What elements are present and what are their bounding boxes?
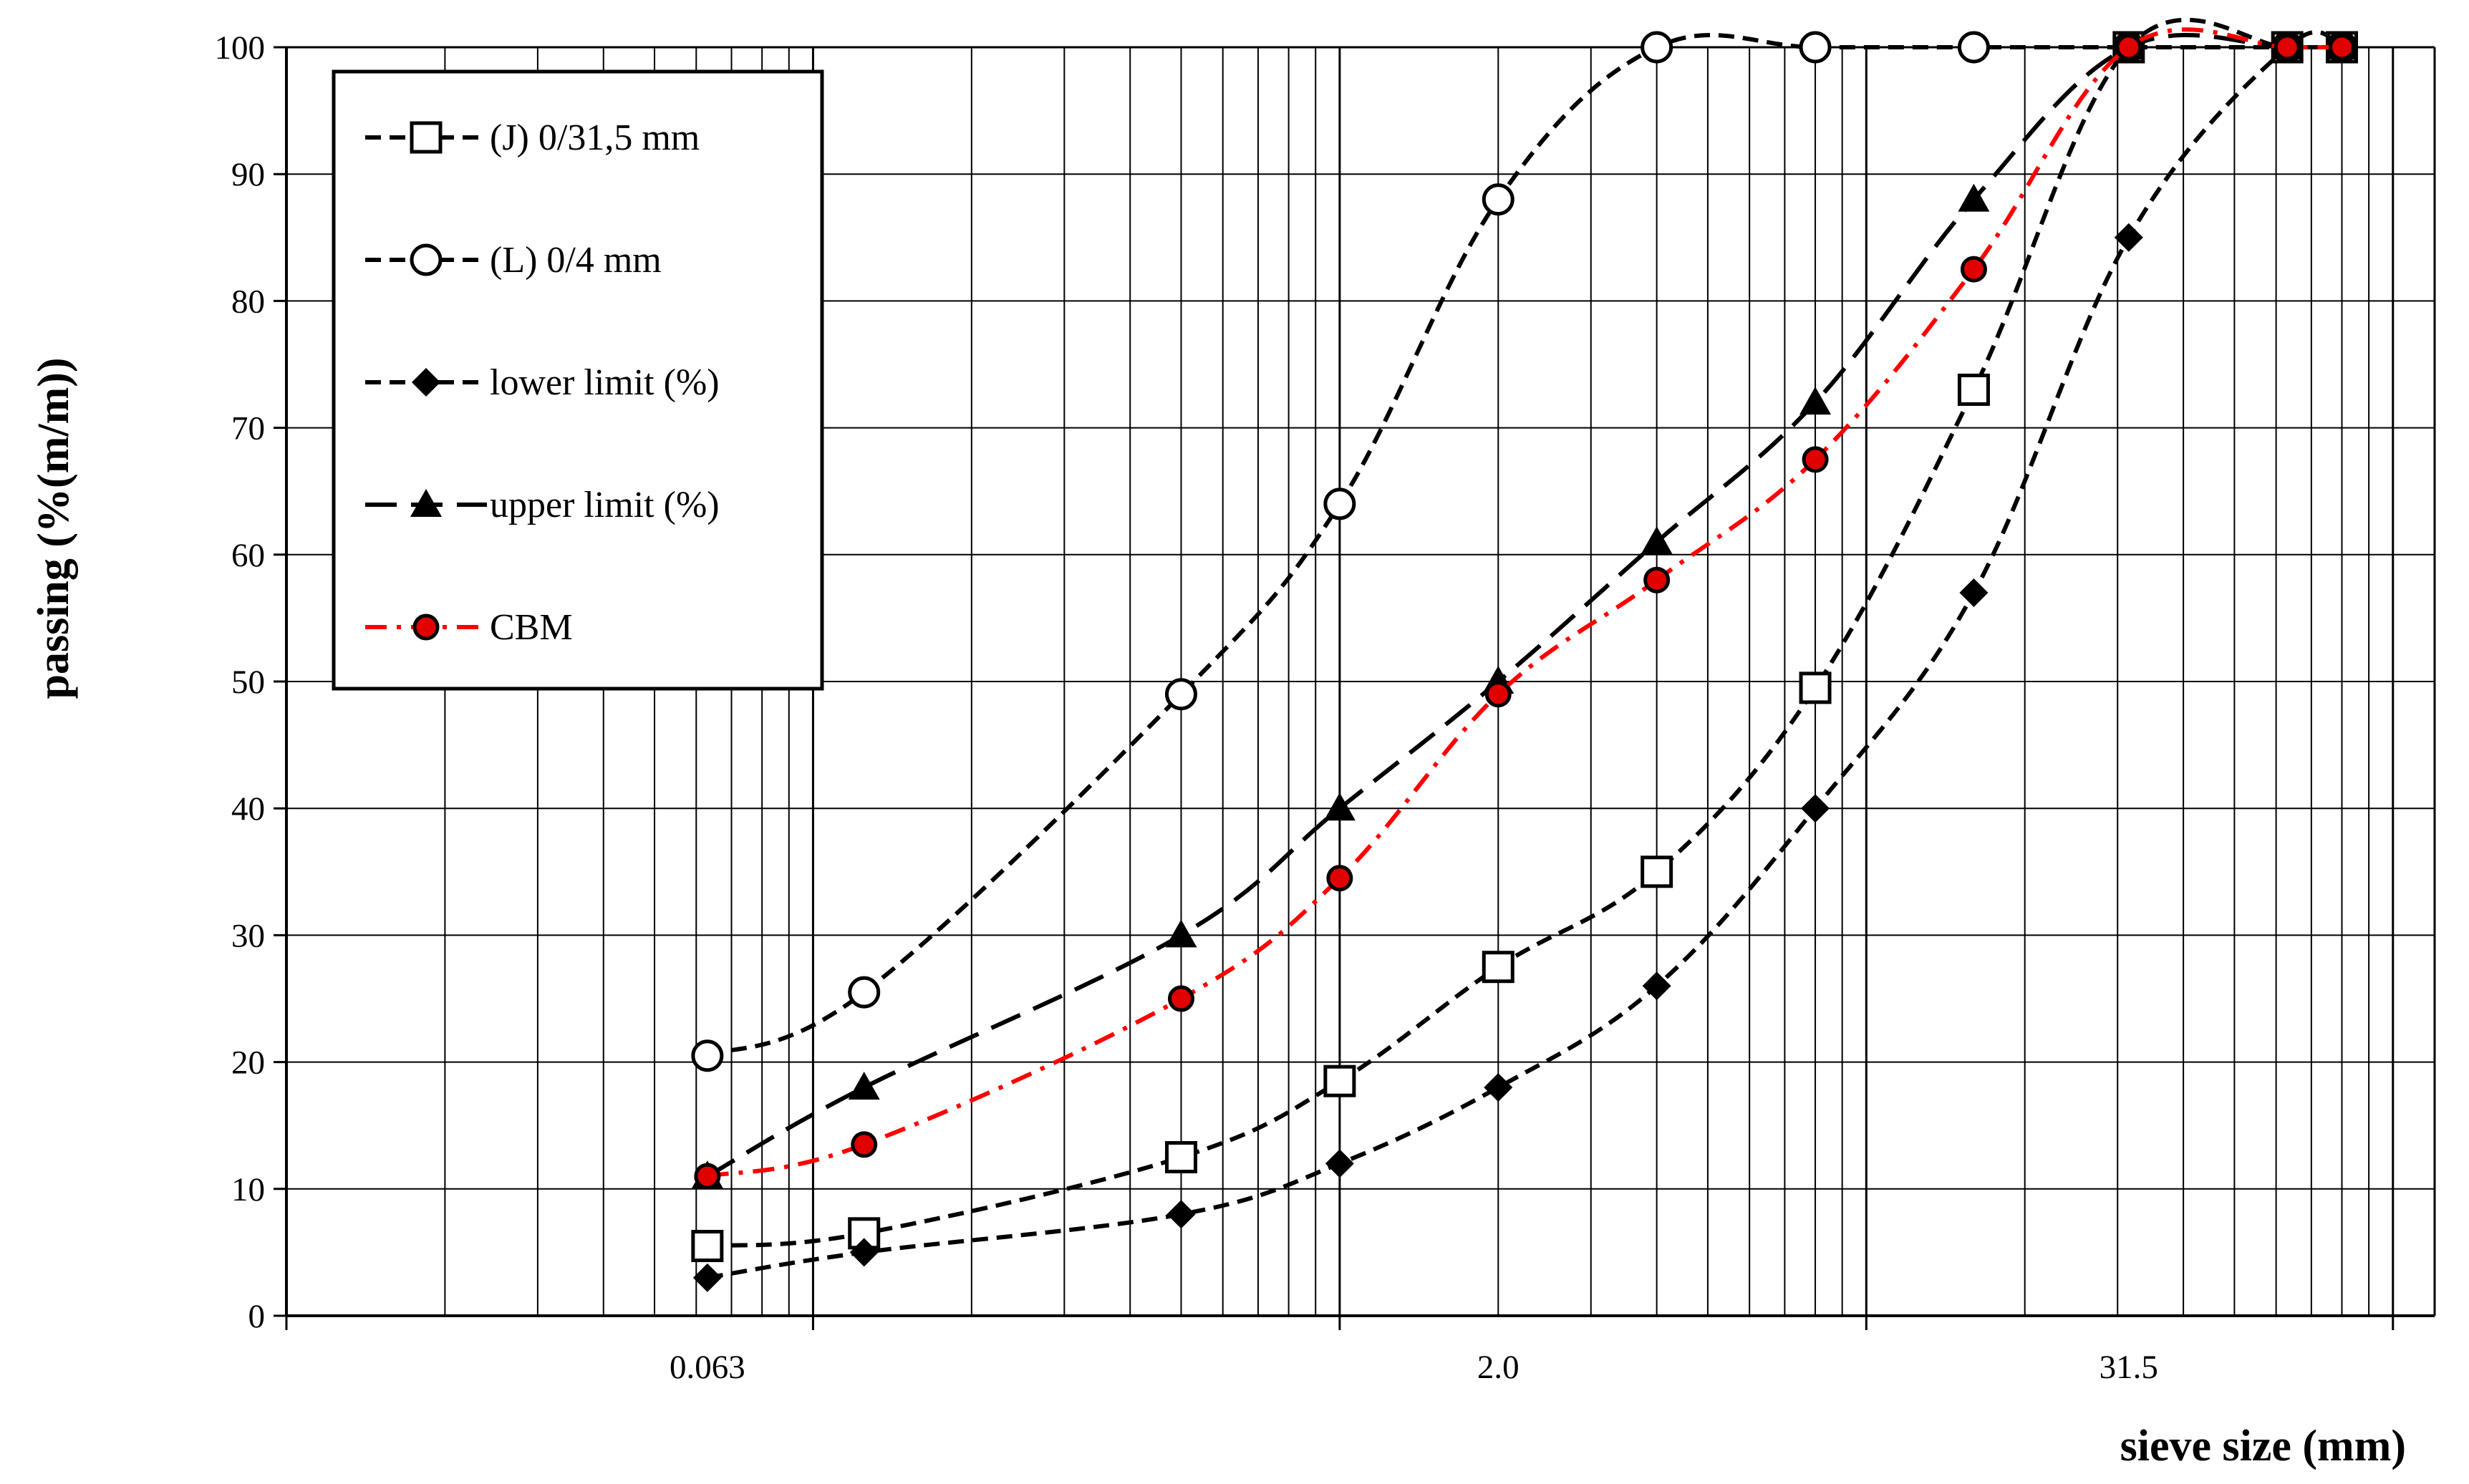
data-point xyxy=(2328,34,2355,61)
tick-labels: 0 10 20 30 40 50 60 70 80 90 100 0.063 2.0 31.5 xyxy=(215,29,2158,1386)
data-point xyxy=(1164,678,1197,711)
y-tick-label: 80 xyxy=(231,283,265,320)
series-line xyxy=(707,29,2343,1280)
data-point xyxy=(1958,183,1990,212)
x-tick-label: 0.063 xyxy=(670,1349,745,1386)
y-tick-label: 50 xyxy=(231,664,265,701)
y-tick-label: 70 xyxy=(231,410,265,447)
y-tick-label: 20 xyxy=(231,1044,265,1082)
data-point xyxy=(1643,566,1671,593)
legend: (J) 0/31,5 mm (L) 0/4 mm lower limit (%) up… xyxy=(332,69,824,691)
data-point xyxy=(1960,256,1987,283)
data-point xyxy=(1641,31,1673,64)
series-2 xyxy=(692,29,2357,1292)
data-point xyxy=(848,1072,880,1100)
x-axis-title: sieve size (mm) xyxy=(2120,1422,2406,1470)
legend-label: (L) 0/4 mm xyxy=(490,240,662,281)
y-tick-label: 10 xyxy=(231,1171,265,1208)
y-tick-label: 0 xyxy=(248,1298,266,1335)
data-point xyxy=(2274,34,2301,61)
data-point xyxy=(1164,1141,1197,1173)
x-tick-label: 31.5 xyxy=(2100,1349,2158,1386)
data-point xyxy=(1482,183,1514,216)
series-4 xyxy=(694,27,2355,1190)
data-point xyxy=(1484,681,1512,708)
data-point xyxy=(1802,446,1829,473)
series xyxy=(691,17,2358,1292)
data-point xyxy=(1167,985,1194,1012)
series-line xyxy=(706,33,2342,1058)
data-point xyxy=(691,1039,724,1072)
series-1 xyxy=(691,31,2358,1072)
data-point xyxy=(1959,578,1989,607)
data-point xyxy=(1799,31,1832,64)
y-axis-title: passing (%(m/m)) xyxy=(29,357,78,699)
legend-label: lower limit (%) xyxy=(490,362,720,403)
data-point xyxy=(1165,919,1197,948)
data-point xyxy=(692,1263,722,1292)
data-point xyxy=(1323,488,1356,520)
data-point xyxy=(1642,971,1671,1001)
y-tick-label: 30 xyxy=(231,917,265,954)
legend-marker xyxy=(410,489,442,517)
data-point xyxy=(851,1131,878,1158)
series-0 xyxy=(691,17,2358,1263)
data-point xyxy=(1326,865,1353,892)
legend-label: upper limit (%) xyxy=(490,485,720,525)
y-tick-label: 60 xyxy=(231,537,265,574)
series-line xyxy=(707,27,2342,1179)
data-point xyxy=(1801,794,1830,823)
y-tick-label: 100 xyxy=(215,29,266,67)
data-point xyxy=(1482,951,1514,984)
data-point xyxy=(2115,34,2142,61)
data-point xyxy=(2114,223,2143,252)
y-tick-label: 90 xyxy=(231,156,265,193)
data-point xyxy=(1641,855,1673,888)
x-tick-label: 2.0 xyxy=(1477,1349,1519,1386)
series-3 xyxy=(691,31,2358,1189)
legend-marker xyxy=(412,614,440,641)
legend-marker xyxy=(412,368,440,397)
legend-label: (J) 0/31,5 mm xyxy=(490,117,700,158)
data-point xyxy=(694,1163,721,1190)
data-point xyxy=(1323,1064,1356,1097)
data-point xyxy=(1325,1149,1354,1178)
y-tick-label: 40 xyxy=(231,790,265,828)
data-point xyxy=(691,1230,724,1263)
legend-marker xyxy=(410,243,443,276)
legend-marker xyxy=(410,121,443,154)
data-point xyxy=(1957,31,1990,64)
axes xyxy=(274,46,2436,1330)
data-point xyxy=(848,976,881,1009)
data-point xyxy=(1957,373,1990,406)
data-point xyxy=(1799,387,1832,415)
data-point xyxy=(1799,671,1832,704)
data-point xyxy=(849,1238,879,1267)
data-point xyxy=(1484,1073,1513,1102)
series-line xyxy=(706,33,2342,1178)
data-point xyxy=(1323,792,1356,821)
data-point xyxy=(1166,1200,1196,1229)
data-point xyxy=(1641,526,1673,555)
legend-label: CBM xyxy=(490,607,573,648)
